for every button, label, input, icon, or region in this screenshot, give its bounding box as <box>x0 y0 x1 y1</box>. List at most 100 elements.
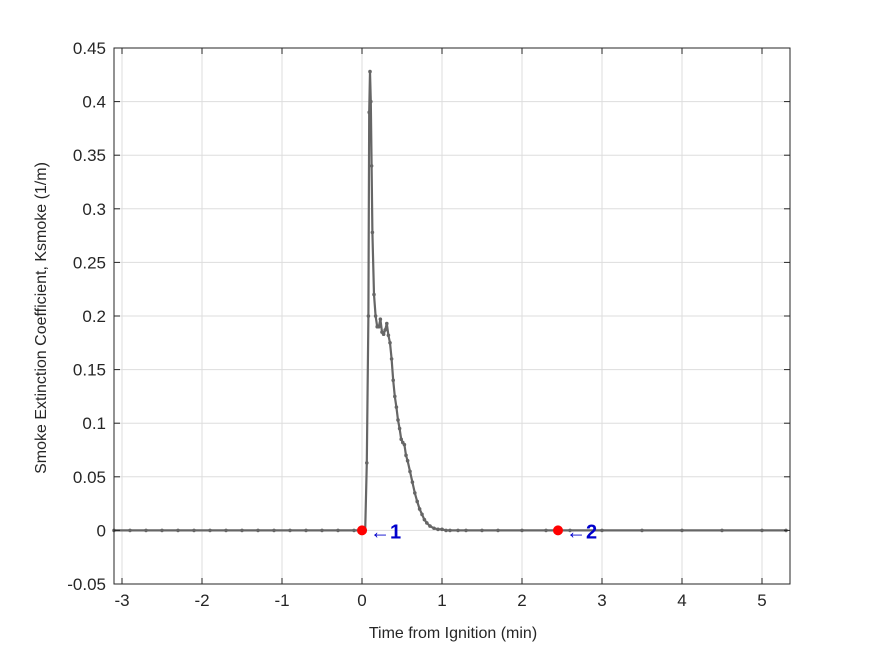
data-point <box>417 507 422 511</box>
data-point <box>422 517 427 522</box>
y-tick-label: 0 <box>97 521 106 540</box>
data-point <box>377 324 381 329</box>
data-point <box>383 328 388 332</box>
highlight-label: ←2 <box>566 521 597 543</box>
x-axis-label: Time from Ignition (min) <box>369 625 537 642</box>
data-point <box>568 528 572 533</box>
data-point <box>224 528 228 533</box>
y-tick-label: 0.1 <box>82 414 106 433</box>
data-point <box>760 528 764 533</box>
series-layer <box>112 69 788 533</box>
data-point <box>402 442 407 447</box>
data-point <box>436 527 440 532</box>
data-point <box>288 528 292 533</box>
data-point <box>368 69 372 74</box>
x-tick-label: 5 <box>757 591 766 610</box>
data-point <box>496 528 500 533</box>
data-point <box>415 499 420 504</box>
series-line <box>114 70 786 532</box>
ticks: -3 -2 -1 0 1 2 3 4 5 -0.05 0 0.05 0.1 0.15 0.2 0.25 0.3 0… <box>67 39 790 610</box>
data-point <box>369 99 373 104</box>
data-point <box>456 528 460 533</box>
y-axis-label: Smoke Extinction Coefficient, Ksmoke (1/… <box>33 162 50 474</box>
y-tick-label: 0.4 <box>82 93 106 112</box>
y-tick-label: 0.45 <box>73 39 106 58</box>
y-tick-label: 0.15 <box>73 361 106 380</box>
data-point <box>440 527 444 532</box>
x-tick-label: -1 <box>274 591 289 610</box>
x-tick-label: 3 <box>597 591 606 610</box>
data-point <box>373 314 378 318</box>
data-point <box>320 528 324 533</box>
data-point <box>367 110 372 115</box>
data-point <box>464 528 468 533</box>
data-point <box>720 528 724 533</box>
data-point <box>128 528 132 533</box>
data-point <box>256 528 260 533</box>
data-point <box>144 528 148 533</box>
data-point <box>176 528 180 533</box>
data-point <box>480 528 484 533</box>
data-point <box>405 458 410 463</box>
data-point <box>413 491 417 495</box>
data-point <box>544 528 548 533</box>
y-tick-label: 0.2 <box>82 307 106 326</box>
data-point <box>369 164 374 168</box>
data-point <box>385 321 389 326</box>
highlight-point <box>357 525 367 536</box>
data-point <box>304 528 308 533</box>
data-point <box>378 317 383 322</box>
x-tick-label: 4 <box>677 591 686 610</box>
data-point <box>389 357 394 361</box>
data-point <box>208 528 212 533</box>
data-point <box>680 528 684 533</box>
data-point <box>600 528 604 533</box>
data-point <box>388 341 392 345</box>
data-point <box>520 528 524 533</box>
y-tick-label: 0.25 <box>73 253 106 272</box>
data-point <box>381 332 386 337</box>
data-point <box>399 437 404 442</box>
data-point <box>370 230 375 235</box>
data-point <box>420 512 424 517</box>
x-tick-label: -2 <box>194 591 209 610</box>
y-tick-label: 0.3 <box>82 200 106 219</box>
x-tick-label: 0 <box>357 591 366 610</box>
data-point <box>391 378 396 383</box>
data-point <box>352 528 356 533</box>
data-point <box>366 314 371 318</box>
data-point <box>404 453 408 458</box>
data-point <box>160 528 164 533</box>
data-point <box>396 418 400 422</box>
data-point <box>192 528 196 533</box>
data-point <box>425 521 429 525</box>
data-point <box>448 528 452 533</box>
data-point <box>408 469 412 474</box>
data-point <box>640 528 644 533</box>
x-tick-label: 2 <box>517 591 526 610</box>
data-point <box>272 528 276 533</box>
data-point <box>393 394 397 399</box>
highlight-point <box>553 525 563 536</box>
data-point <box>240 528 244 533</box>
data-point <box>444 528 448 533</box>
grid <box>114 47 790 585</box>
x-tick-label: 1 <box>437 591 446 610</box>
data-point <box>365 461 369 465</box>
data-point <box>372 292 376 297</box>
y-tick-label: -0.05 <box>67 575 106 594</box>
data-point <box>432 526 436 531</box>
y-tick-label: 0.35 <box>73 146 106 165</box>
data-point <box>394 405 399 409</box>
markers: ←1 ←2 <box>357 521 597 543</box>
data-point <box>428 524 432 528</box>
highlight-label: ←1 <box>370 521 401 543</box>
x-tick-label: -3 <box>114 591 129 610</box>
data-point <box>397 426 402 431</box>
y-tick-label: 0.05 <box>73 468 106 487</box>
data-point <box>386 333 391 338</box>
data-point <box>336 528 340 533</box>
data-point <box>410 480 415 484</box>
